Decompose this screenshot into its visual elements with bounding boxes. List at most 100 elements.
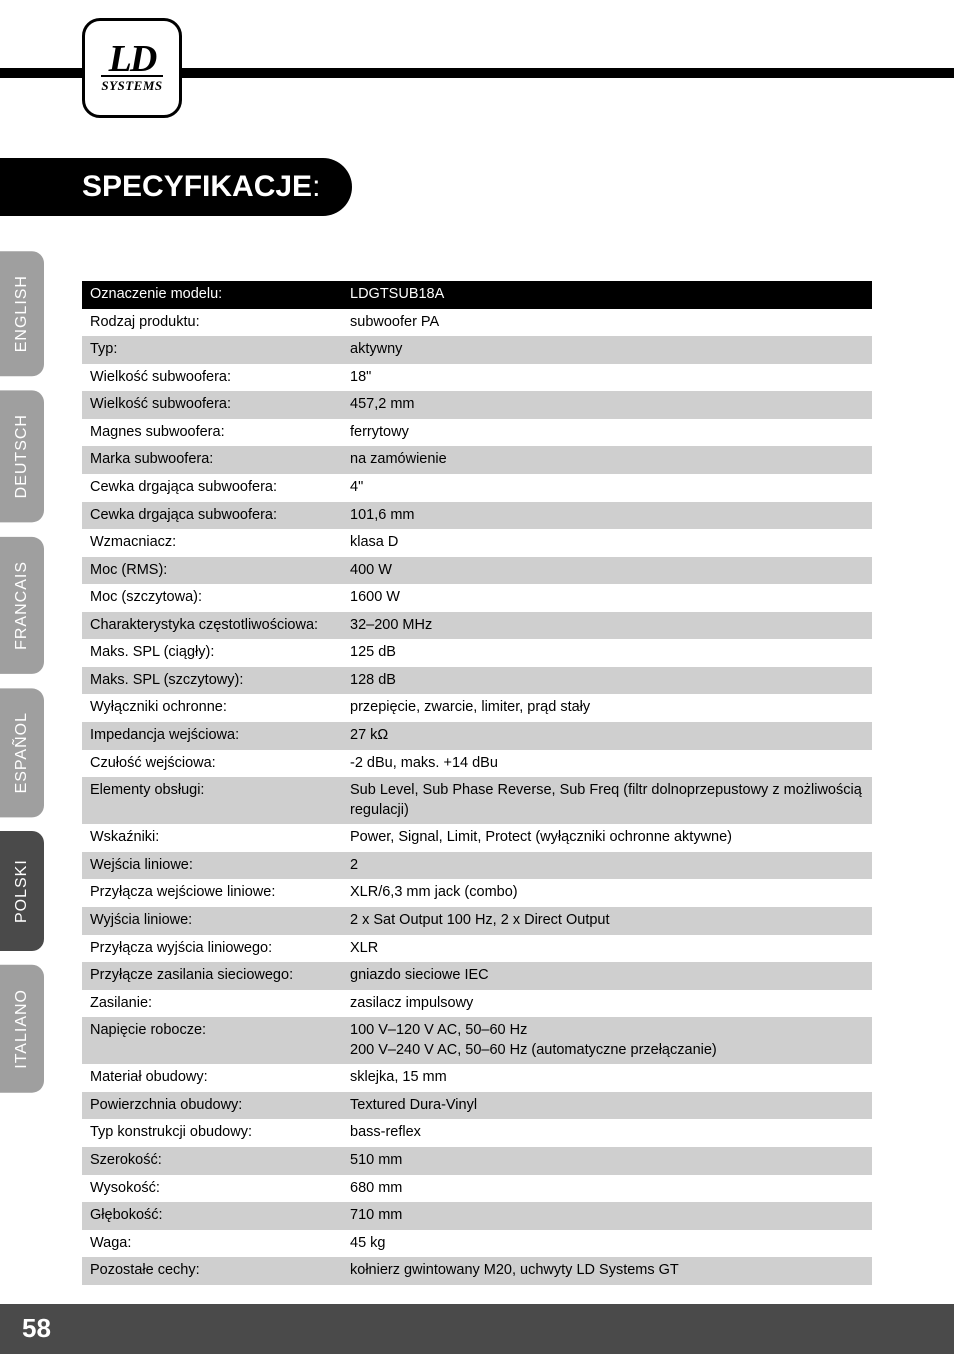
lang-tab-francais[interactable]: FRANCAIS — [0, 537, 44, 674]
table-row: Oznaczenie modelu:LDGTSUB18A — [82, 281, 872, 309]
table-row: Rodzaj produktu:subwoofer PA — [82, 309, 872, 337]
spec-label: Przyłącza wyjścia liniowego: — [82, 935, 342, 963]
spec-value: Power, Signal, Limit, Protect (wyłącznik… — [342, 824, 872, 852]
spec-value: 680 mm — [342, 1175, 872, 1203]
spec-value: 710 mm — [342, 1202, 872, 1230]
table-row: Marka subwoofera:na zamówienie — [82, 446, 872, 474]
spec-label: Cewka drgająca subwoofera: — [82, 474, 342, 502]
table-row: Wielkość subwoofera:457,2 mm — [82, 391, 872, 419]
spec-label: Cewka drgająca subwoofera: — [82, 502, 342, 530]
table-row: Moc (szczytowa):1600 W — [82, 584, 872, 612]
spec-label: Charakterystyka częstotliwościowa: — [82, 612, 342, 640]
table-row: Materiał obudowy:sklejka, 15 mm — [82, 1064, 872, 1092]
spec-label: Wysokość: — [82, 1175, 342, 1203]
spec-value: Textured Dura-Vinyl — [342, 1092, 872, 1120]
spec-value: 4" — [342, 474, 872, 502]
spec-value: 128 dB — [342, 667, 872, 695]
table-row: Waga:45 kg — [82, 1230, 872, 1258]
table-row: Szerokość:510 mm — [82, 1147, 872, 1175]
lang-tab-deutsch[interactable]: DEUTSCH — [0, 390, 44, 522]
spec-label: Moc (szczytowa): — [82, 584, 342, 612]
spec-label: Rodzaj produktu: — [82, 309, 342, 337]
page-number: 58 — [22, 1313, 51, 1344]
spec-value: aktywny — [342, 336, 872, 364]
language-tabs: ENGLISH DEUTSCH FRANCAIS ESPAÑOL POLSKI ITALI… — [0, 251, 44, 1107]
spec-label: Oznaczenie modelu: — [82, 281, 342, 309]
table-row: Wyłączniki ochronne:przepięcie, zwarcie,… — [82, 694, 872, 722]
spec-label: Maks. SPL (ciągły): — [82, 639, 342, 667]
title-text: SPECYFIKACJE — [82, 170, 312, 203]
table-row: Magnes subwoofera:ferrytowy — [82, 419, 872, 447]
table-row: Wskaźniki:Power, Signal, Limit, Protect … — [82, 824, 872, 852]
spec-value: -2 dBu, maks. +14 dBu — [342, 750, 872, 778]
spec-label: Moc (RMS): — [82, 557, 342, 585]
spec-label: Wyjścia liniowe: — [82, 907, 342, 935]
logo-sub-text: SYSTEMS — [101, 75, 162, 94]
table-row: Typ:aktywny — [82, 336, 872, 364]
lang-tab-español[interactable]: ESPAÑOL — [0, 688, 44, 817]
spec-label: Maks. SPL (szczytowy): — [82, 667, 342, 695]
spec-label: Elementy obsługi: — [82, 777, 342, 824]
table-row: Przyłącze zasilania sieciowego:gniazdo s… — [82, 962, 872, 990]
spec-value: 45 kg — [342, 1230, 872, 1258]
page-title: SPECYFIKACJE: — [0, 158, 352, 216]
table-row: Wielkość subwoofera:18" — [82, 364, 872, 392]
spec-label: Wejścia liniowe: — [82, 852, 342, 880]
spec-value: XLR/6,3 mm jack (combo) — [342, 879, 872, 907]
spec-value: 27 kΩ — [342, 722, 872, 750]
spec-label: Wzmacniacz: — [82, 529, 342, 557]
spec-label: Czułość wejściowa: — [82, 750, 342, 778]
table-row: Wyjścia liniowe:2 x Sat Output 100 Hz, 2… — [82, 907, 872, 935]
spec-value: bass-reflex — [342, 1119, 872, 1147]
table-row: Moc (RMS):400 W — [82, 557, 872, 585]
spec-label: Przyłącze zasilania sieciowego: — [82, 962, 342, 990]
spec-value: 457,2 mm — [342, 391, 872, 419]
lang-tab-italiano[interactable]: ITALIANO — [0, 965, 44, 1093]
spec-label: Zasilanie: — [82, 990, 342, 1018]
spec-value: kołnierz gwintowany M20, uchwyty LD Syst… — [342, 1257, 872, 1285]
title-colon: : — [312, 170, 320, 203]
lang-tab-english[interactable]: ENGLISH — [0, 251, 44, 376]
spec-value: klasa D — [342, 529, 872, 557]
table-row: Przyłącza wejściowe liniowe:XLR/6,3 mm j… — [82, 879, 872, 907]
spec-value: gniazdo sieciowe IEC — [342, 962, 872, 990]
spec-label: Wskaźniki: — [82, 824, 342, 852]
spec-value: 2 — [342, 852, 872, 880]
brand-logo: LD SYSTEMS — [82, 18, 182, 118]
spec-value: Sub Level, Sub Phase Reverse, Sub Freq (… — [342, 777, 872, 824]
spec-label: Wyłączniki ochronne: — [82, 694, 342, 722]
table-row: Wzmacniacz:klasa D — [82, 529, 872, 557]
spec-label: Impedancja wejściowa: — [82, 722, 342, 750]
lang-tab-polski[interactable]: POLSKI — [0, 831, 44, 951]
spec-label: Powierzchnia obudowy: — [82, 1092, 342, 1120]
table-row: Głębokość:710 mm — [82, 1202, 872, 1230]
table-row: Zasilanie:zasilacz impulsowy — [82, 990, 872, 1018]
table-row: Maks. SPL (szczytowy):128 dB — [82, 667, 872, 695]
spec-value: 2 x Sat Output 100 Hz, 2 x Direct Output — [342, 907, 872, 935]
spec-value: 32–200 MHz — [342, 612, 872, 640]
spec-value: przepięcie, zwarcie, limiter, prąd stały — [342, 694, 872, 722]
spec-label: Napięcie robocze: — [82, 1017, 342, 1064]
spec-label: Waga: — [82, 1230, 342, 1258]
spec-value: zasilacz impulsowy — [342, 990, 872, 1018]
spec-label: Typ: — [82, 336, 342, 364]
spec-value: 101,6 mm — [342, 502, 872, 530]
table-row: Wysokość:680 mm — [82, 1175, 872, 1203]
table-row: Elementy obsługi:Sub Level, Sub Phase Re… — [82, 777, 872, 824]
table-row: Napięcie robocze:100 V–120 V AC, 50–60 H… — [82, 1017, 872, 1064]
spec-value: na zamówienie — [342, 446, 872, 474]
spec-value: 1600 W — [342, 584, 872, 612]
table-row: Powierzchnia obudowy:Textured Dura-Vinyl — [82, 1092, 872, 1120]
spec-value: 400 W — [342, 557, 872, 585]
spec-label: Pozostałe cechy: — [82, 1257, 342, 1285]
table-row: Typ konstrukcji obudowy:bass-reflex — [82, 1119, 872, 1147]
spec-label: Szerokość: — [82, 1147, 342, 1175]
spec-label: Głębokość: — [82, 1202, 342, 1230]
table-row: Pozostałe cechy:kołnierz gwintowany M20,… — [82, 1257, 872, 1285]
spec-label: Magnes subwoofera: — [82, 419, 342, 447]
footer-bar: 58 — [0, 1304, 954, 1354]
spec-label: Przyłącza wejściowe liniowe: — [82, 879, 342, 907]
spec-label: Wielkość subwoofera: — [82, 364, 342, 392]
spec-label: Materiał obudowy: — [82, 1064, 342, 1092]
table-row: Maks. SPL (ciągły):125 dB — [82, 639, 872, 667]
